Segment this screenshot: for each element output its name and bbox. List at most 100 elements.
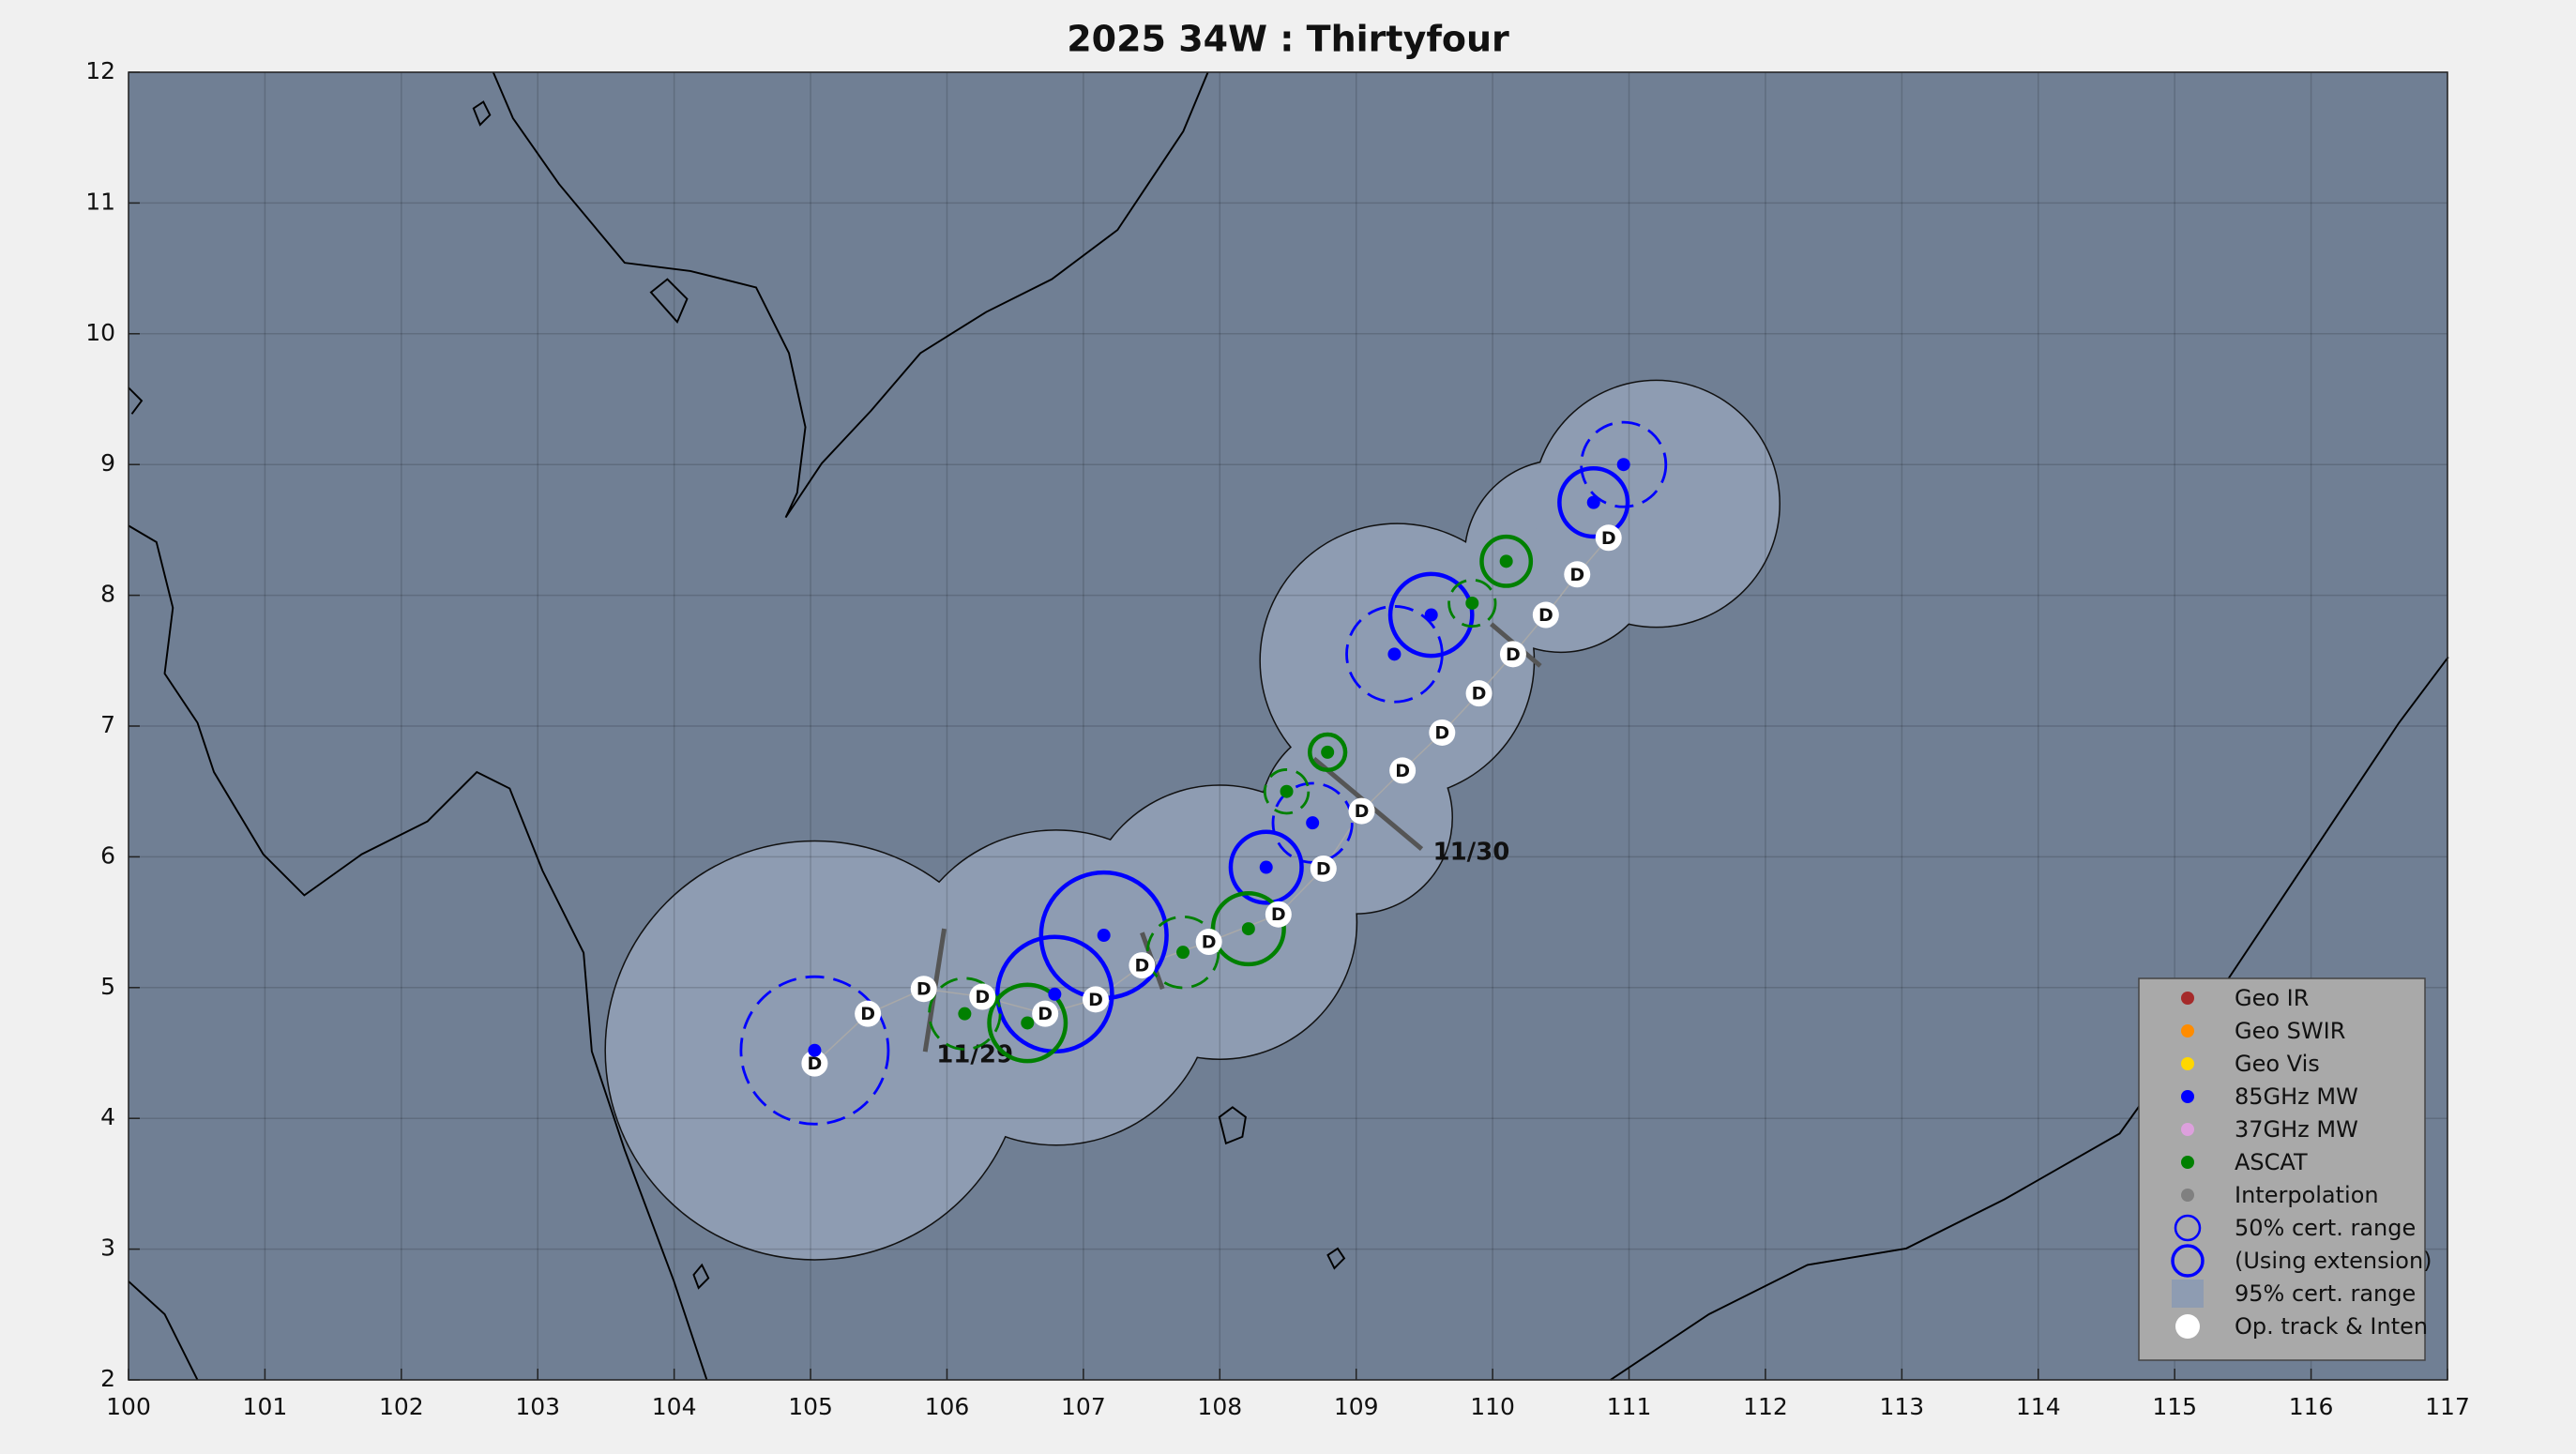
intensity-label: D bbox=[1038, 1004, 1053, 1024]
legend-label: (Using extension) bbox=[2235, 1248, 2432, 1274]
legend-marker bbox=[2175, 1314, 2200, 1339]
intensity-label: D bbox=[975, 987, 990, 1007]
y-tick-label: 11 bbox=[85, 188, 115, 215]
y-tick-label: 9 bbox=[100, 449, 115, 477]
y-tick-label: 10 bbox=[85, 319, 115, 346]
legend-marker bbox=[2171, 1244, 2205, 1278]
op-track-point bbox=[910, 976, 937, 1003]
coastline bbox=[492, 71, 1209, 519]
x-tick-label: 111 bbox=[1607, 1393, 1652, 1420]
op-track-point bbox=[855, 1000, 882, 1027]
island bbox=[1326, 1247, 1346, 1270]
fix-point bbox=[1616, 458, 1630, 472]
intensity-label: D bbox=[860, 1004, 875, 1024]
coastline bbox=[128, 1280, 199, 1381]
cert95-area bbox=[1533, 381, 1780, 627]
legend-marker bbox=[2174, 1214, 2202, 1242]
intensity-label: D bbox=[1202, 932, 1217, 953]
op-track-point bbox=[1082, 986, 1109, 1013]
cert50-circle bbox=[1308, 732, 1348, 773]
op-track-point bbox=[1032, 1000, 1059, 1027]
x-tick-label: 102 bbox=[379, 1393, 424, 1420]
x-tick-label: 103 bbox=[515, 1393, 560, 1420]
chart-title: 2025 34W : Thirtyfour bbox=[1067, 19, 1509, 60]
coastline bbox=[128, 386, 144, 415]
intensity-label: D bbox=[1601, 528, 1616, 549]
x-tick-label: 113 bbox=[1879, 1393, 1924, 1420]
y-tick-label: 6 bbox=[100, 841, 115, 869]
coastlines bbox=[128, 71, 2449, 1381]
op-track-point bbox=[1389, 757, 1417, 784]
fix-point bbox=[1048, 987, 1062, 1001]
legend-marker bbox=[2181, 1123, 2194, 1136]
legend-label: 85GHz MW bbox=[2235, 1083, 2358, 1110]
fix-point bbox=[1306, 816, 1320, 830]
op-track-point bbox=[1348, 797, 1375, 825]
fix-point bbox=[1280, 784, 1294, 798]
fix-point bbox=[1176, 946, 1190, 960]
fix-point bbox=[1097, 929, 1111, 943]
x-tick-label: 101 bbox=[243, 1393, 288, 1420]
op-track-point bbox=[1595, 524, 1622, 552]
cert50-circle bbox=[1557, 466, 1630, 539]
legend: Geo IR Geo SWIR Geo Vis 85GHz MW 37GHz MW ASC… bbox=[2138, 977, 2432, 1361]
intensity-label: D bbox=[1355, 801, 1370, 822]
island bbox=[692, 1263, 710, 1290]
date-label: 11/30 bbox=[1433, 839, 1510, 867]
cert50-circle bbox=[739, 975, 890, 1126]
fix-point bbox=[1424, 608, 1438, 622]
axes-frame bbox=[128, 71, 2448, 1381]
legend-marker bbox=[2181, 1057, 2194, 1070]
x-tick-label: 117 bbox=[2425, 1393, 2470, 1420]
y-tick-label: 3 bbox=[100, 1234, 115, 1262]
intensity-label: D bbox=[1316, 858, 1331, 879]
x-tick-label: 106 bbox=[925, 1393, 970, 1420]
island bbox=[1218, 1106, 1247, 1145]
fix-point bbox=[1021, 1016, 1035, 1030]
fix-point bbox=[1499, 554, 1513, 568]
intensity-label: D bbox=[1135, 956, 1150, 977]
op-track-point bbox=[1129, 952, 1156, 979]
cert50-circle bbox=[1210, 891, 1286, 967]
legend-label: Interpolation bbox=[2235, 1182, 2379, 1208]
legend-label: ASCAT bbox=[2235, 1149, 2308, 1175]
fix-point bbox=[808, 1043, 822, 1057]
y-tick-label: 7 bbox=[100, 711, 115, 738]
op-track-point bbox=[1465, 680, 1493, 707]
intensity-label: D bbox=[1088, 990, 1103, 1010]
intensity-label: D bbox=[808, 1053, 823, 1074]
cert50-circle bbox=[1447, 578, 1497, 629]
op-track-point bbox=[1499, 641, 1526, 668]
fix-point bbox=[1259, 860, 1273, 874]
coastline bbox=[1610, 656, 2449, 1381]
intensity-label: D bbox=[917, 979, 932, 1000]
y-tick-label: 8 bbox=[100, 581, 115, 608]
x-tick-label: 108 bbox=[1197, 1393, 1242, 1420]
y-tick-label: 12 bbox=[85, 57, 115, 84]
fix-point bbox=[1586, 495, 1600, 509]
op-track-point bbox=[1310, 855, 1337, 882]
legend-marker bbox=[2181, 1189, 2194, 1202]
intensity-label: D bbox=[1434, 722, 1449, 743]
intensity-label: D bbox=[1506, 644, 1521, 665]
cert50-circle bbox=[1479, 534, 1534, 588]
legend-label: 50% cert. range bbox=[2235, 1215, 2416, 1241]
legend-label: Geo IR bbox=[2235, 985, 2309, 1011]
legend-label: 95% cert. range bbox=[2235, 1280, 2416, 1307]
legend-marker bbox=[2181, 1156, 2194, 1169]
x-tick-label: 100 bbox=[106, 1393, 151, 1420]
island bbox=[649, 278, 689, 324]
y-tick-label: 5 bbox=[100, 973, 115, 1000]
x-tick-label: 114 bbox=[2016, 1393, 2061, 1420]
y-tick-label: 2 bbox=[100, 1365, 115, 1392]
cert50-circle bbox=[1580, 420, 1668, 508]
intensity-label: D bbox=[1472, 684, 1487, 704]
legend-marker bbox=[2172, 1280, 2204, 1308]
fix-point bbox=[1387, 647, 1402, 661]
cert50-circle bbox=[1387, 571, 1475, 659]
intensity-label: D bbox=[1271, 904, 1286, 925]
op-track-point bbox=[801, 1050, 828, 1077]
intensity-label: D bbox=[1395, 761, 1410, 781]
